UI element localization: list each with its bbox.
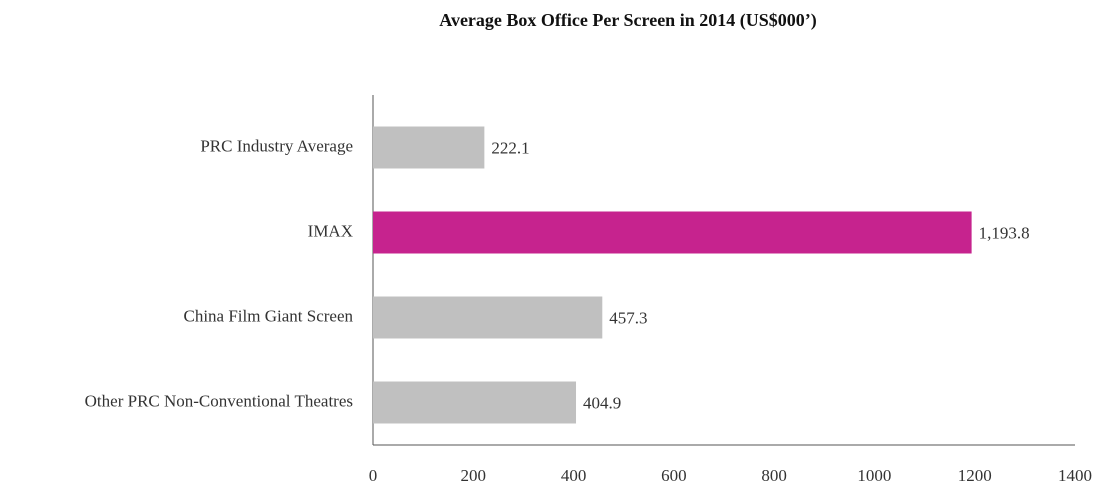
bar [373,211,972,254]
bar [373,296,603,339]
value-label: 1,193.8 [979,223,1030,242]
value-label: 457.3 [609,308,647,327]
x-tick-label: 1200 [958,466,992,485]
x-tick-label: 600 [661,466,687,485]
value-label: 404.9 [583,393,621,412]
x-tick-label: 800 [761,466,787,485]
x-tick-label: 1400 [1058,466,1092,485]
bar [373,126,485,169]
y-tick-label: PRC Industry Average [200,136,353,155]
y-tick-label: Other PRC Non-Conventional Theatres [85,391,353,410]
x-tick-label: 0 [369,466,378,485]
chart-title: Average Box Office Per Screen in 2014 (U… [439,10,816,31]
x-tick-label: 400 [561,466,587,485]
x-tick-label: 200 [461,466,487,485]
x-tick-label: 1000 [857,466,891,485]
bar [373,381,577,424]
y-tick-label: IMAX [308,221,353,240]
value-label: 222.1 [491,138,529,157]
y-tick-label: China Film Giant Screen [183,306,353,325]
